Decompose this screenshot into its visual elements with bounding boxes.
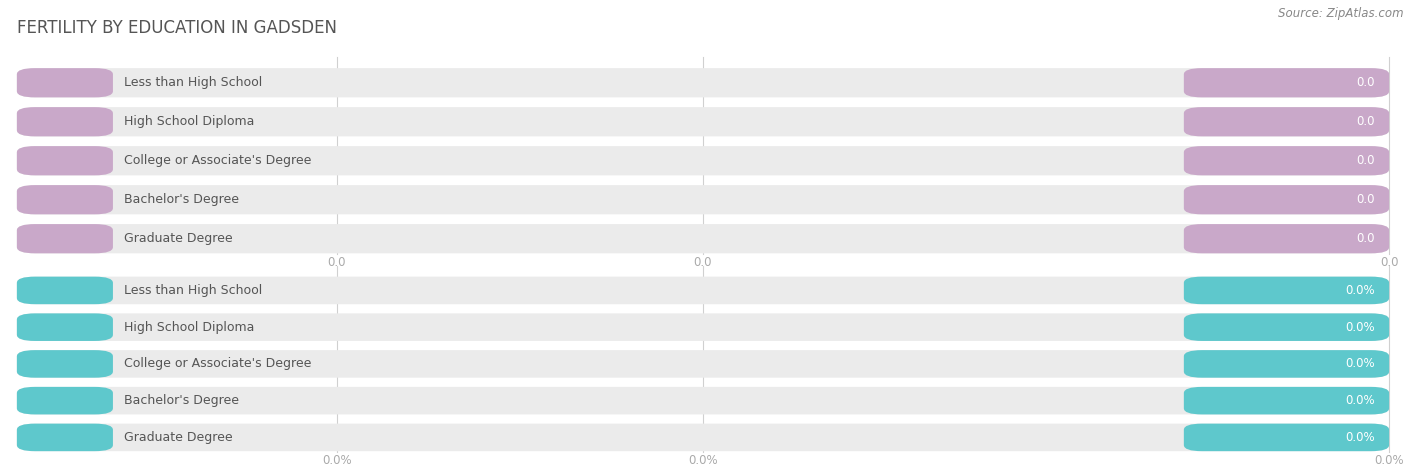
Text: 0.0%: 0.0% bbox=[322, 454, 352, 467]
FancyBboxPatch shape bbox=[1184, 276, 1389, 304]
Text: College or Associate's Degree: College or Associate's Degree bbox=[124, 154, 312, 167]
FancyBboxPatch shape bbox=[1184, 146, 1389, 175]
Text: FERTILITY BY EDUCATION IN GADSDEN: FERTILITY BY EDUCATION IN GADSDEN bbox=[17, 19, 337, 37]
Text: 0.0%: 0.0% bbox=[1346, 357, 1375, 370]
Text: 0.0: 0.0 bbox=[693, 256, 713, 269]
Text: High School Diploma: High School Diploma bbox=[124, 115, 254, 128]
Text: 0.0: 0.0 bbox=[328, 256, 346, 269]
FancyBboxPatch shape bbox=[17, 185, 112, 214]
FancyBboxPatch shape bbox=[17, 68, 1389, 97]
FancyBboxPatch shape bbox=[1184, 68, 1389, 97]
Text: 0.0: 0.0 bbox=[1379, 256, 1399, 269]
FancyBboxPatch shape bbox=[17, 350, 1389, 378]
FancyBboxPatch shape bbox=[1184, 387, 1389, 414]
FancyBboxPatch shape bbox=[17, 314, 1389, 341]
Text: 0.0: 0.0 bbox=[1357, 193, 1375, 206]
FancyBboxPatch shape bbox=[1184, 107, 1389, 136]
Text: 0.0%: 0.0% bbox=[1346, 394, 1375, 407]
Text: 0.0: 0.0 bbox=[1357, 76, 1375, 89]
FancyBboxPatch shape bbox=[17, 146, 112, 175]
FancyBboxPatch shape bbox=[1184, 185, 1389, 214]
Text: 0.0: 0.0 bbox=[1357, 115, 1375, 128]
FancyBboxPatch shape bbox=[17, 224, 1389, 253]
Text: Graduate Degree: Graduate Degree bbox=[124, 232, 233, 245]
Text: Less than High School: Less than High School bbox=[124, 284, 263, 297]
Text: 0.0%: 0.0% bbox=[1346, 431, 1375, 444]
Text: 0.0%: 0.0% bbox=[1374, 454, 1405, 467]
FancyBboxPatch shape bbox=[17, 314, 112, 341]
Text: Bachelor's Degree: Bachelor's Degree bbox=[124, 394, 239, 407]
FancyBboxPatch shape bbox=[17, 276, 112, 304]
Text: College or Associate's Degree: College or Associate's Degree bbox=[124, 357, 312, 370]
FancyBboxPatch shape bbox=[17, 387, 112, 414]
FancyBboxPatch shape bbox=[17, 424, 112, 451]
Text: 0.0%: 0.0% bbox=[688, 454, 718, 467]
FancyBboxPatch shape bbox=[1184, 314, 1389, 341]
Text: 0.0%: 0.0% bbox=[1346, 321, 1375, 333]
FancyBboxPatch shape bbox=[17, 185, 1389, 214]
FancyBboxPatch shape bbox=[17, 107, 1389, 136]
FancyBboxPatch shape bbox=[1184, 224, 1389, 253]
FancyBboxPatch shape bbox=[17, 387, 1389, 414]
FancyBboxPatch shape bbox=[17, 224, 112, 253]
Text: Source: ZipAtlas.com: Source: ZipAtlas.com bbox=[1278, 7, 1403, 20]
FancyBboxPatch shape bbox=[17, 68, 112, 97]
Text: Graduate Degree: Graduate Degree bbox=[124, 431, 233, 444]
FancyBboxPatch shape bbox=[17, 424, 1389, 451]
Text: 0.0%: 0.0% bbox=[1346, 284, 1375, 297]
FancyBboxPatch shape bbox=[1184, 350, 1389, 378]
Text: 0.0: 0.0 bbox=[1357, 154, 1375, 167]
FancyBboxPatch shape bbox=[17, 107, 112, 136]
FancyBboxPatch shape bbox=[17, 276, 1389, 304]
Text: 0.0: 0.0 bbox=[1357, 232, 1375, 245]
Text: Less than High School: Less than High School bbox=[124, 76, 263, 89]
Text: High School Diploma: High School Diploma bbox=[124, 321, 254, 333]
Text: Bachelor's Degree: Bachelor's Degree bbox=[124, 193, 239, 206]
FancyBboxPatch shape bbox=[1184, 424, 1389, 451]
FancyBboxPatch shape bbox=[17, 146, 1389, 175]
FancyBboxPatch shape bbox=[17, 350, 112, 378]
